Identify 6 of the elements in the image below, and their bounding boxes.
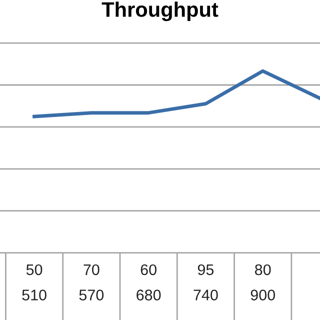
x-tick-label: 95 740	[194, 264, 218, 300]
x-tick-label: 50 510	[22, 264, 46, 300]
chart-title: Throughput	[102, 2, 218, 22]
x-tick-label: 60 680	[136, 264, 161, 300]
x-tick-label: 70 570	[79, 264, 104, 300]
x-tick-label: 80 900	[250, 264, 276, 300]
